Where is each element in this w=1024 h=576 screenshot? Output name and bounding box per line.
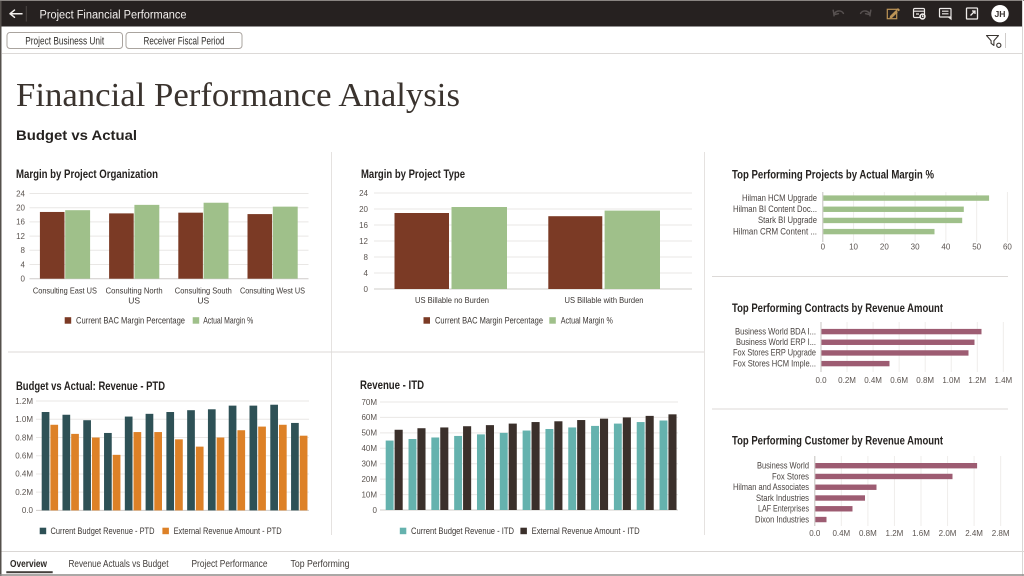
svg-text:0.2M: 0.2M [838, 376, 856, 385]
svg-text:0: 0 [21, 275, 26, 284]
svg-text:Top Performing Projects by Act: Top Performing Projects by Actual Margin… [732, 170, 934, 182]
svg-text:0.2M: 0.2M [15, 488, 33, 497]
svg-text:US: US [197, 296, 209, 306]
svg-text:Current Budget Revenue - PTD: Current Budget Revenue - PTD [51, 526, 155, 536]
svg-text:16: 16 [359, 221, 368, 230]
svg-text:2.4M: 2.4M [965, 529, 983, 538]
svg-text:70M: 70M [361, 398, 377, 407]
svg-text:US: US [128, 296, 140, 306]
svg-text:Stark BI Upgrade: Stark BI Upgrade [758, 215, 817, 225]
svg-text:Revenue Actuals vs Budget: Revenue Actuals vs Budget [69, 558, 169, 570]
svg-text:0.0: 0.0 [809, 529, 821, 538]
svg-text:12: 12 [16, 232, 25, 241]
svg-text:2.8M: 2.8M [992, 529, 1010, 538]
svg-text:20M: 20M [361, 475, 377, 484]
svg-text:4: 4 [364, 269, 369, 278]
svg-text:40: 40 [941, 242, 950, 251]
svg-text:0.6M: 0.6M [15, 452, 33, 461]
svg-text:Business World BDA I...: Business World BDA I... [735, 326, 816, 336]
svg-text:Hilman CRM Content ...: Hilman CRM Content ... [733, 226, 817, 236]
svg-text:Current BAC Margin Percentage: Current BAC Margin Percentage [435, 315, 543, 325]
svg-text:12: 12 [359, 237, 368, 246]
svg-text:0.8M: 0.8M [15, 433, 33, 442]
svg-text:Consulting North: Consulting North [106, 286, 163, 296]
svg-text:2.0M: 2.0M [939, 529, 957, 538]
svg-text:Business World: Business World [757, 461, 809, 471]
svg-text:1.2M: 1.2M [15, 397, 33, 406]
svg-text:JH: JH [995, 9, 1006, 19]
svg-text:Consulting South: Consulting South [175, 286, 232, 296]
svg-text:US Billable no Burden: US Billable no Burden [415, 295, 489, 305]
svg-text:External Revenue Amount - ITD: External Revenue Amount - ITD [532, 526, 640, 536]
svg-text:Actual Margin %: Actual Margin % [203, 315, 253, 325]
svg-text:1.2M: 1.2M [968, 376, 986, 385]
svg-text:External Revenue Amount - PTD: External Revenue Amount - PTD [174, 526, 282, 536]
svg-text:24: 24 [359, 189, 368, 198]
svg-text:Top Performing Contracts by Re: Top Performing Contracts by Revenue Amou… [732, 303, 943, 315]
svg-text:Financial Performance Analysis: Financial Performance Analysis [16, 77, 460, 114]
svg-text:30M: 30M [361, 460, 377, 469]
svg-text:Receiver Fiscal Period: Receiver Fiscal Period [144, 35, 225, 47]
svg-text:1.0M: 1.0M [942, 376, 960, 385]
svg-text:Project Business Unit: Project Business Unit [25, 35, 104, 47]
svg-text:Dixon Industries: Dixon Industries [755, 514, 809, 524]
svg-text:Top Performing Customer by Rev: Top Performing Customer by Revenue Amoun… [732, 436, 943, 448]
svg-text:0.8M: 0.8M [859, 529, 877, 538]
svg-text:0.4M: 0.4M [15, 470, 33, 479]
svg-text:0.4M: 0.4M [832, 529, 850, 538]
svg-text:1.6M: 1.6M [912, 529, 930, 538]
svg-text:Project Financial Performance: Project Financial Performance [40, 9, 187, 21]
svg-text:0.6M: 0.6M [890, 376, 908, 385]
svg-text:0.0: 0.0 [815, 376, 827, 385]
svg-text:Current BAC Margin Percentage: Current BAC Margin Percentage [76, 315, 185, 325]
svg-text:US Billable with Burden: US Billable with Burden [565, 295, 644, 305]
svg-text:8: 8 [364, 253, 369, 262]
svg-text:Revenue - ITD: Revenue - ITD [360, 380, 424, 392]
svg-text:Current Budget Revenue - ITD: Current Budget Revenue - ITD [411, 526, 514, 536]
svg-text:16: 16 [16, 218, 25, 227]
svg-text:1.4M: 1.4M [994, 376, 1012, 385]
svg-text:50M: 50M [361, 429, 377, 438]
svg-text:Fox Stores ERP Upgrade: Fox Stores ERP Upgrade [733, 348, 816, 358]
svg-text:Budget vs Actual: Revenue - PT: Budget vs Actual: Revenue - PTD [16, 381, 165, 393]
svg-text:Fox Stores: Fox Stores [772, 471, 809, 481]
svg-text:Top Performing: Top Performing [291, 558, 350, 570]
svg-text:10M: 10M [361, 490, 377, 499]
svg-text:LAF Enterprises: LAF Enterprises [758, 504, 809, 514]
svg-text:Hilman BI Content Doc...: Hilman BI Content Doc... [733, 204, 817, 214]
svg-text:20: 20 [16, 204, 25, 213]
svg-text:Stark Industries: Stark Industries [756, 493, 809, 503]
svg-text:Overview: Overview [10, 558, 48, 570]
svg-text:Consulting East US: Consulting East US [33, 286, 97, 296]
svg-text:40M: 40M [361, 444, 377, 453]
svg-text:24: 24 [16, 189, 25, 198]
svg-text:Business World ERP I...: Business World ERP I... [736, 337, 816, 347]
svg-text:Budget vs Actual: Budget vs Actual [16, 127, 137, 143]
svg-text:0.4M: 0.4M [864, 376, 882, 385]
svg-text:0: 0 [373, 506, 378, 515]
svg-text:Fox Stores HCM Imple...: Fox Stores HCM Imple... [733, 358, 816, 368]
svg-text:Margin by Project Type: Margin by Project Type [361, 169, 465, 181]
svg-text:50: 50 [972, 242, 981, 251]
svg-text:30: 30 [911, 242, 920, 251]
svg-text:8: 8 [21, 246, 26, 255]
svg-text:0.0: 0.0 [22, 506, 34, 515]
svg-text:Project Performance: Project Performance [192, 558, 268, 570]
svg-text:60M: 60M [361, 413, 377, 422]
svg-text:Hilman HCM Upgrade: Hilman HCM Upgrade [742, 193, 817, 203]
svg-text:0.8M: 0.8M [916, 376, 934, 385]
svg-text:4: 4 [21, 260, 26, 269]
svg-text:0: 0 [821, 242, 826, 251]
svg-text:0: 0 [364, 285, 369, 294]
svg-text:1.0M: 1.0M [15, 415, 33, 424]
svg-text:Consulting West US: Consulting West US [240, 286, 305, 296]
svg-text:Actual Margin %: Actual Margin % [561, 315, 613, 325]
svg-text:20: 20 [359, 205, 368, 214]
svg-text:10: 10 [849, 242, 858, 251]
svg-text:Hilman and Associates: Hilman and Associates [733, 482, 809, 492]
svg-text:1.2M: 1.2M [886, 529, 904, 538]
svg-text:20: 20 [880, 242, 889, 251]
svg-text:60: 60 [1003, 242, 1012, 251]
svg-text:Margin by Project Organization: Margin by Project Organization [16, 169, 158, 181]
